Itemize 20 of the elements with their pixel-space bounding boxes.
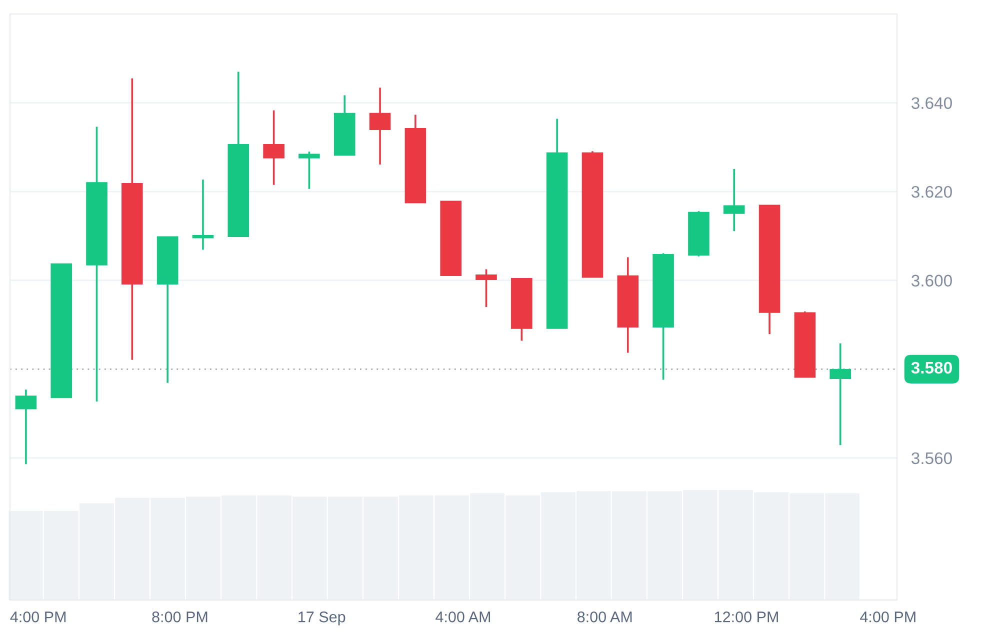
y-tick-label: 3.600: [912, 274, 952, 287]
candlestick: [263, 109, 284, 186]
candlestick: [723, 168, 745, 232]
x-tick-label: 12:00 PM: [714, 612, 778, 622]
x-tick-label: 8:00 PM: [152, 612, 208, 622]
y-tick-label: 3.640: [912, 97, 952, 109]
x-tick-label: 4:00 PM: [10, 612, 66, 622]
candlestick: [476, 268, 497, 308]
y-tick-label: 3.620: [912, 186, 952, 198]
candlestick: [369, 86, 391, 166]
x-tick-label: 8:00 AM: [578, 612, 632, 622]
candlestick: [15, 388, 37, 466]
candlestick: [298, 150, 320, 190]
y-tick-label: 3.560: [912, 452, 952, 464]
x-tick-label: 4:00 PM: [860, 612, 916, 622]
candlestick: [830, 342, 851, 446]
x-tick-label: 4:00 AM: [436, 612, 490, 622]
candlestick: [192, 178, 214, 251]
ref-line-label: 3.580: [911, 362, 952, 374]
x-tick-label: 17 Sep: [298, 612, 346, 626]
